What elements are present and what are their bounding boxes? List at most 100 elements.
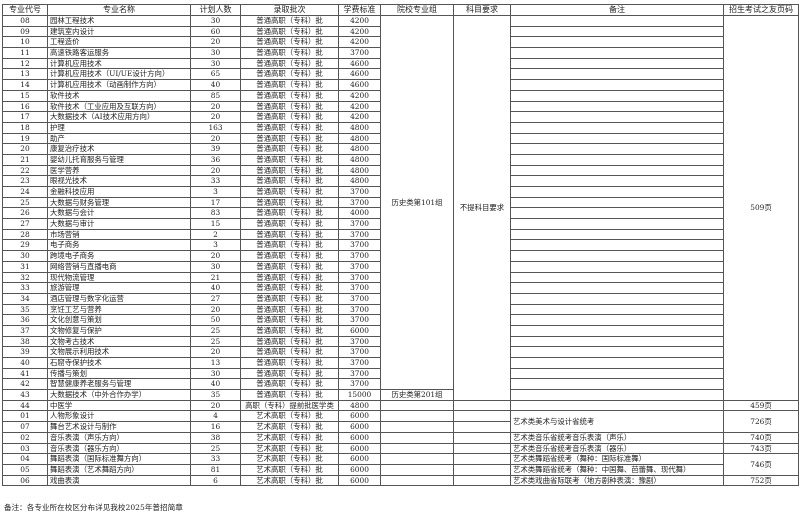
major-code: 34 [2, 292, 48, 305]
table-row: 41 传播与策划 30 普通高职（专科）批 3700 [2, 367, 799, 380]
tuition-fee: 6000 [338, 442, 381, 455]
plan-count: 50 [190, 314, 241, 326]
admission-batch: 普通高职（专科）批 [240, 175, 339, 187]
remark-empty [510, 175, 724, 187]
major-name: 护理 [47, 121, 191, 134]
major-group-empty [380, 410, 454, 423]
table-row: 43 大数据技术（中外合作办学） 35 普通高职（专科）批 15000 历史类第201组 [2, 389, 799, 401]
subject-requirement: 不提科目要求 [453, 15, 511, 401]
admission-batch: 普通高职（专科）批 [240, 153, 339, 166]
remark-empty [510, 25, 724, 38]
major-code: 08 [2, 15, 48, 27]
plan-count: 13 [190, 357, 241, 369]
admission-batch: 普通高职（专科）批 [240, 100, 339, 113]
admission-batch: 普通高职（专科）批 [240, 111, 339, 123]
major-group-empty [380, 453, 454, 465]
major-code: 30 [2, 250, 48, 262]
tuition-fee: 6000 [338, 474, 381, 487]
remark-empty [510, 121, 724, 134]
tuition-fee: 3700 [338, 357, 381, 369]
major-code: 42 [2, 378, 48, 391]
table-row: 04 舞蹈表演（国际标准舞方向） 33 艺术高职（专科）批 6000 艺术类舞蹈省统考（舞… [2, 453, 799, 476]
major-code: 38 [2, 335, 48, 348]
plan-count: 40 [190, 378, 241, 391]
remark-empty [510, 314, 724, 326]
plan-count: 60 [190, 25, 241, 38]
major-name: 医学营养 [47, 164, 191, 177]
plan-count: 30 [190, 57, 241, 70]
remark-empty [510, 292, 724, 305]
table-row: 40 石窟寺保护技术 13 普通高职（专科）批 3700 [2, 357, 799, 369]
major-code: 05 [2, 463, 48, 476]
tuition-fee: 4600 [338, 68, 381, 81]
remark-empty [510, 303, 724, 316]
plan-count: 16 [190, 421, 241, 433]
tuition-fee: 4600 [338, 79, 381, 91]
major-group-empty [380, 421, 454, 433]
admission-batch: 普通高职（专科）批 [240, 250, 339, 262]
plan-count: 2 [190, 228, 241, 241]
plan-count: 39 [190, 143, 241, 155]
major-code: 18 [2, 121, 48, 134]
major-name: 酒店管理与数字化运营 [47, 292, 191, 305]
major-name: 音乐表演（器乐方向） [47, 442, 191, 455]
table-row: 16 软件技术（工业应用及互联方向） 20 普通高职（专科）批 4200 [2, 100, 799, 113]
major-name: 助产 [47, 132, 191, 145]
tuition-fee: 3700 [338, 186, 381, 198]
tuition-fee: 3700 [338, 292, 381, 305]
remark-empty [510, 164, 724, 177]
major-name: 金融科技应用 [47, 186, 191, 198]
plan-count: 27 [190, 292, 241, 305]
header-batch: 录取批次 [240, 4, 339, 16]
table-row: 03 音乐表演（器乐方向） 25 艺术高职（专科）批 6000 艺术类音乐省统考音乐表演（… [2, 442, 799, 455]
header-page: 招生考试之友页码 [723, 4, 799, 16]
tuition-fee: 6000 [338, 431, 381, 444]
admission-batch: 普通高职（专科）批 [240, 121, 339, 134]
major-name: 烹饪工艺与营养 [47, 303, 191, 316]
admission-batch: 普通高职（专科）批 [240, 282, 339, 294]
plan-count: 20 [190, 111, 241, 123]
plan-count: 20 [190, 36, 241, 49]
major-code: 26 [2, 207, 48, 220]
tuition-fee: 3700 [338, 47, 381, 59]
admission-batch: 普通高职（专科）批 [240, 303, 339, 316]
admission-batch: 普通高职（专科）批 [240, 335, 339, 348]
plan-count: 17 [190, 196, 241, 209]
major-code: 35 [2, 303, 48, 316]
major-name: 眼视光技术 [47, 175, 191, 187]
remark-empty [510, 271, 724, 284]
major-name: 舞台艺术设计与制作 [47, 421, 191, 433]
major-code: 27 [2, 218, 48, 230]
plan-count: 20 [190, 399, 241, 412]
major-code: 07 [2, 421, 48, 433]
plan-count: 30 [190, 367, 241, 380]
major-name: 智慧健康养老服务与管理 [47, 378, 191, 391]
plan-count: 38 [190, 431, 241, 444]
remark: 艺术类戏曲省际联考（地方剧种表演：豫剧） [510, 474, 724, 487]
major-name: 文化创意与策划 [47, 314, 191, 326]
tuition-fee: 4200 [338, 36, 381, 49]
guide-page: 726页 [723, 410, 799, 433]
subject-requirement-empty [453, 442, 511, 455]
footer-note: 备注：各专业所在校区分布详见我校2025年普招简章 [4, 503, 183, 512]
tuition-fee: 6000 [338, 463, 381, 476]
tuition-fee: 3700 [338, 218, 381, 230]
plan-count: 25 [190, 324, 241, 337]
major-group: 历史类第201组 [380, 389, 454, 401]
major-code: 22 [2, 164, 48, 177]
admission-batch: 普通高职（专科）批 [240, 378, 339, 391]
major-code: 19 [2, 132, 48, 145]
admission-batch: 艺术高职（专科）批 [240, 463, 339, 476]
major-group-empty [380, 442, 454, 455]
plan-count: 40 [190, 79, 241, 91]
plan-count: 30 [190, 260, 241, 273]
remark-empty [510, 153, 724, 166]
major-code: 40 [2, 357, 48, 369]
tuition-fee: 3700 [338, 303, 381, 316]
admission-batch: 普通高职（专科）批 [240, 25, 339, 38]
major-group-empty [380, 399, 454, 412]
tuition-fee: 4200 [338, 15, 381, 27]
admission-batch: 普通高职（专科）批 [240, 260, 339, 273]
plan-count: 20 [190, 250, 241, 262]
remark-empty [510, 207, 724, 220]
